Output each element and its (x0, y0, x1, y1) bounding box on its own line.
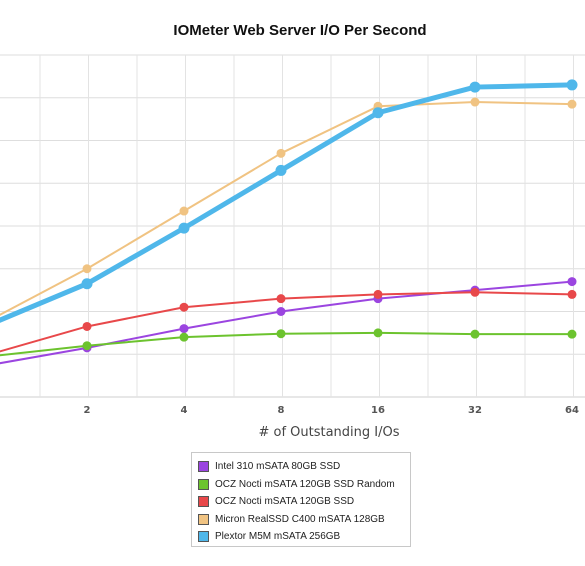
series-layer (0, 79, 578, 365)
x-tick-label: 64 (565, 405, 579, 416)
series-2 (0, 287, 577, 353)
series-4 (0, 79, 578, 323)
data-point[interactable] (82, 264, 92, 274)
legend-label: OCZ Nocti mSATA 120GB SSD (215, 496, 355, 508)
data-point[interactable] (82, 321, 92, 331)
x-tick-labels: 2 4 8 16 32 64 (84, 405, 579, 416)
data-point[interactable] (276, 307, 286, 316)
legend-item[interactable]: OCZ Nocti mSATA 120GB SSD (198, 493, 404, 511)
data-point[interactable] (373, 328, 383, 338)
data-point[interactable] (567, 289, 577, 299)
data-point[interactable] (276, 294, 286, 304)
legend-item[interactable]: OCZ Nocti mSATA 120GB SSD Random (198, 476, 404, 494)
data-point[interactable] (275, 164, 287, 176)
legend-swatch (198, 513, 209, 525)
legend-item[interactable]: Plextor M5M mSATA 256GB (198, 528, 404, 546)
data-point[interactable] (470, 287, 480, 297)
legend-swatch (198, 478, 209, 490)
data-point[interactable] (178, 222, 190, 234)
legend-swatch (198, 461, 209, 473)
x-tick-label: 2 (84, 405, 91, 416)
legend-label: Plextor M5M mSATA 256GB (215, 531, 341, 543)
data-point[interactable] (372, 107, 384, 119)
x-tick-label: 4 (181, 405, 188, 416)
legend-label: OCZ Nocti mSATA 120GB SSD Random (215, 478, 395, 490)
grid (0, 54, 585, 398)
x-axis-label: # of Outstanding I/Os (258, 425, 399, 440)
chart-title: IOMeter Web Server I/O Per Second (173, 22, 426, 39)
legend-item[interactable]: Micron RealSSD C400 mSATA 128GB (198, 511, 404, 529)
legend-swatch (198, 496, 209, 508)
legend-label: Intel 310 mSATA 80GB SSD (215, 461, 341, 473)
x-tick-label: 16 (371, 405, 385, 416)
legend-swatch (198, 531, 209, 543)
data-point[interactable] (373, 289, 383, 299)
data-point[interactable] (567, 99, 577, 109)
data-point[interactable] (81, 278, 93, 290)
data-point[interactable] (82, 341, 92, 351)
data-point[interactable] (470, 329, 480, 339)
data-point[interactable] (567, 277, 577, 287)
data-point[interactable] (567, 329, 577, 339)
x-tick-label: 32 (468, 405, 482, 416)
data-point[interactable] (470, 97, 480, 107)
data-point[interactable] (276, 329, 286, 339)
x-tick-label: 8 (278, 405, 285, 416)
series-3 (0, 97, 577, 316)
data-point[interactable] (179, 332, 189, 342)
data-point[interactable] (469, 81, 481, 93)
legend-label: Micron RealSSD C400 mSATA 128GB (215, 513, 385, 525)
legend: Intel 310 mSATA 80GB SSD OCZ Nocti mSATA … (191, 452, 411, 547)
data-point[interactable] (179, 206, 189, 216)
data-point[interactable] (276, 148, 286, 158)
data-point[interactable] (566, 79, 578, 91)
series-1 (0, 328, 577, 357)
data-point[interactable] (179, 302, 189, 312)
data-point[interactable] (179, 324, 189, 334)
legend-item[interactable]: Intel 310 mSATA 80GB SSD (198, 458, 404, 476)
